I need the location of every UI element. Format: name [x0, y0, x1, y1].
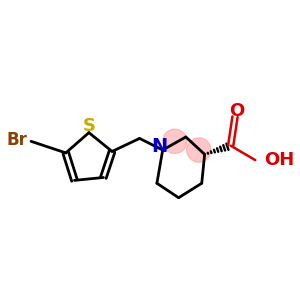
Text: S: S [82, 117, 95, 135]
Circle shape [163, 129, 187, 154]
Circle shape [187, 138, 211, 162]
Text: Br: Br [7, 131, 28, 149]
Text: N: N [152, 137, 168, 156]
Text: OH: OH [264, 151, 294, 169]
Text: O: O [229, 102, 244, 120]
